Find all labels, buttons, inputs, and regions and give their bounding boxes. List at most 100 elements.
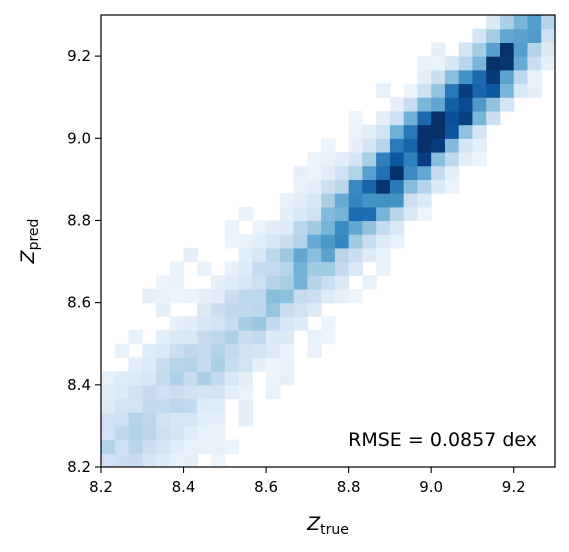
heatmap-cell (307, 247, 322, 263)
heatmap-cell (224, 439, 240, 454)
heatmap-cell (156, 453, 171, 468)
heatmap-cell (527, 69, 542, 85)
heatmap-cell (169, 261, 185, 276)
heatmap-cell (211, 371, 226, 386)
heatmap-cell (156, 288, 171, 304)
heatmap-cell (348, 288, 363, 304)
heatmap-cell (279, 206, 295, 222)
heatmap-cell (238, 302, 253, 317)
heatmap-cell (142, 453, 157, 468)
heatmap-cell (321, 330, 336, 345)
heatmap-cell (348, 234, 363, 249)
heatmap-cell (156, 425, 171, 441)
heatmap-cell (431, 138, 446, 153)
heatmap-cell (376, 83, 391, 98)
heatmap-cell (307, 206, 322, 222)
heatmap-cell (472, 97, 487, 112)
heatmap-cell (238, 261, 253, 276)
heatmap-cell (293, 179, 308, 194)
heatmap-cell (472, 124, 487, 139)
heatmap-cell (252, 247, 267, 263)
heatmap-cell (334, 165, 350, 180)
heatmap-cell (293, 316, 308, 331)
heatmap-cell (307, 288, 322, 304)
y-tick-label: 8.2 (67, 458, 91, 476)
heatmap-cell (156, 371, 171, 386)
heatmap-cell (431, 56, 446, 71)
plot-frame (100, 14, 556, 468)
heatmap-cell (458, 124, 474, 139)
heatmap-cell (499, 83, 515, 98)
heatmap-cell (293, 206, 308, 222)
heatmap-cell (486, 15, 501, 30)
heatmap-cell (224, 275, 240, 290)
heatmap-cell (266, 357, 281, 372)
heatmap-cell (321, 165, 336, 180)
heatmap-cell (348, 261, 363, 276)
y-axis-ticks: 8.2 8.4 8.6 8.8 9.0 9.2 (67, 47, 101, 476)
heatmap-cell (101, 453, 116, 468)
heatmap-cell (252, 316, 267, 331)
heatmap-cell (197, 316, 212, 331)
heatmap-cell (472, 28, 487, 43)
heatmap-cell (417, 193, 432, 208)
heatmap-cell (211, 453, 226, 468)
heatmap-cell (224, 343, 240, 359)
heatmap-cell (307, 193, 322, 208)
heatmap-cell (114, 371, 130, 386)
heatmap-cell (224, 371, 240, 386)
heatmap-cell (458, 138, 474, 153)
heatmap-cell (403, 97, 419, 112)
heatmap-cell (417, 179, 432, 194)
heatmap-cell (376, 247, 391, 263)
heatmap-cell (486, 97, 501, 112)
heatmap-cell (279, 371, 295, 386)
heatmap-cell (348, 165, 363, 180)
heatmap-cell (156, 302, 171, 317)
heatmap-cell (101, 384, 116, 400)
heatmap-cell (458, 69, 474, 85)
x-tick-label: 8.2 (89, 478, 113, 496)
heatmap-cell (389, 110, 405, 126)
heatmap-cell (266, 302, 281, 317)
heatmap-cell (376, 206, 391, 222)
heatmap-cell (142, 288, 157, 304)
heatmap-cell (101, 425, 116, 441)
heatmap-cell (114, 425, 130, 441)
heatmap-cell (197, 343, 212, 359)
heatmap-cell (252, 261, 267, 276)
heatmap-cell (114, 384, 130, 400)
heatmap-cell (197, 425, 212, 441)
heatmap-cell (101, 371, 116, 386)
heatmap-cell (156, 357, 171, 372)
heatmap-cell (266, 384, 281, 400)
heatmap-cell (444, 124, 460, 139)
heatmap-cell (183, 247, 198, 263)
heatmap-cell (513, 69, 529, 85)
heatmap-cell (376, 234, 391, 249)
heatmap-cell (348, 220, 363, 235)
heatmap-cell (362, 165, 377, 180)
heatmap-cell (224, 384, 240, 400)
heatmap-cell (211, 288, 226, 304)
heatmap-cell (499, 69, 515, 85)
heatmap-cells (101, 15, 556, 468)
heatmap-cell (334, 220, 350, 235)
heatmap-cell (169, 371, 185, 386)
heatmap-cell (156, 384, 171, 400)
heatmap-cell (169, 316, 185, 331)
heatmap-cell (238, 275, 253, 290)
heatmap-cell (499, 15, 515, 30)
heatmap-cell (266, 371, 281, 386)
heatmap-cell (403, 138, 419, 153)
heatmap-cell (431, 165, 446, 180)
heatmap-cell (128, 398, 143, 413)
heatmap-cell (527, 15, 542, 30)
heatmap-cell (279, 275, 295, 290)
heatmap-cell (197, 330, 212, 345)
heatmap-cell (527, 42, 542, 57)
heatmap-cell (334, 261, 350, 276)
heatmap-cell (362, 247, 377, 263)
heatmap-cell (307, 220, 322, 235)
heatmap-cell (128, 357, 143, 372)
